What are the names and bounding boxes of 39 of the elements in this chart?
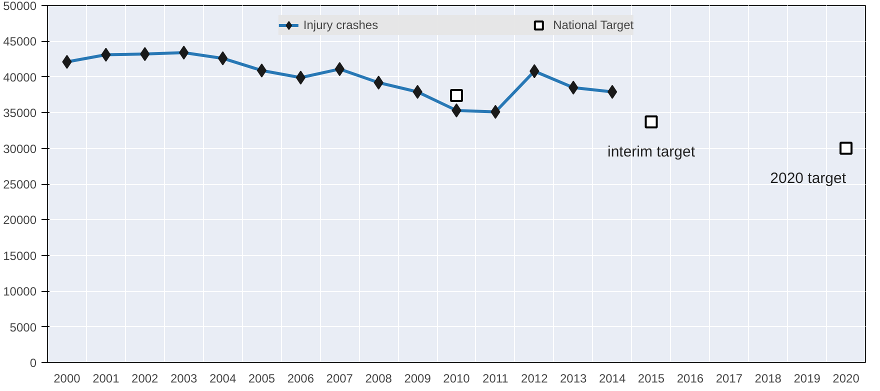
x-tick-label: 2008 xyxy=(365,372,392,386)
point xyxy=(450,88,463,102)
y-tick-label: 50000 xyxy=(3,0,37,13)
x-tick-label: 2009 xyxy=(404,372,432,386)
y-tick-label: 0 xyxy=(30,356,37,370)
x-tick-label: 2007 xyxy=(326,372,354,386)
x-tick-label: 2020 xyxy=(832,372,860,386)
x-tick-label: 2001 xyxy=(92,372,120,386)
x-tick-label: 2013 xyxy=(560,372,588,386)
x-tick-label: 2018 xyxy=(754,372,782,386)
x-tick-label: 2006 xyxy=(287,372,314,386)
x-tick-label: 2019 xyxy=(794,372,821,386)
y-tick-label: 25000 xyxy=(3,178,37,192)
x-tick-label: 2015 xyxy=(638,372,665,386)
y-tick-label: 20000 xyxy=(3,213,37,228)
annotation: interim target xyxy=(607,143,696,160)
x-tick-label: 2000 xyxy=(54,372,81,386)
legend-label: National Target xyxy=(553,18,634,32)
x-tick-label: 2012 xyxy=(521,372,548,386)
y-tick-label: 15000 xyxy=(3,248,37,263)
x-tick-label: 2011 xyxy=(482,372,509,386)
y-tick-label: 45000 xyxy=(3,34,37,49)
y-tick-label: 40000 xyxy=(3,70,37,84)
x-tick-label: 2005 xyxy=(248,372,276,386)
x-tick-label: 2017 xyxy=(716,372,743,386)
x-tick-label: 2002 xyxy=(132,372,159,386)
x-tick-label: 2003 xyxy=(170,372,198,386)
point xyxy=(840,142,853,155)
y-tick-label: 10000 xyxy=(3,284,37,299)
x-tick-label: 2014 xyxy=(598,372,626,386)
y-tick-label: 35000 xyxy=(3,106,37,120)
annotation: 2020 target xyxy=(770,170,847,187)
point xyxy=(644,115,658,128)
y-tick-label: 30000 xyxy=(3,142,37,156)
x-tick-label: 2016 xyxy=(676,372,704,386)
y-tick-label: 5000 xyxy=(10,320,37,334)
x-tick-label: 2004 xyxy=(209,372,236,386)
legend-label: Injury crashes xyxy=(303,18,378,32)
x-tick-label: 2010 xyxy=(443,372,470,386)
